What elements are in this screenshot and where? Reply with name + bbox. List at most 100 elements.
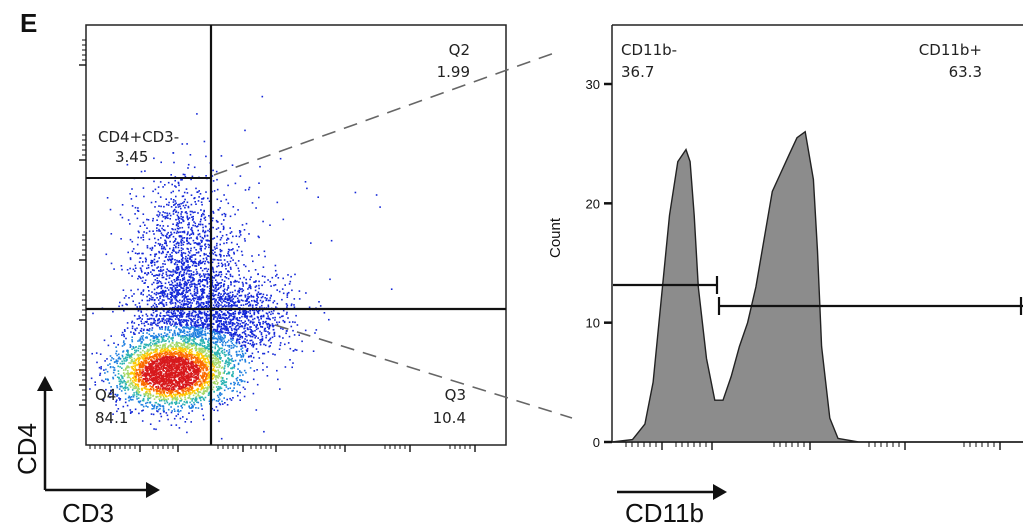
scatter-point [204, 372, 206, 374]
scatter-point [136, 372, 138, 374]
scatter-point [141, 361, 143, 364]
scatter-point [156, 340, 159, 343]
scatter-point [199, 261, 201, 263]
scatter-point [192, 366, 194, 369]
scatter-point [162, 395, 165, 397]
scatter-point [164, 319, 166, 321]
scatter-point [181, 344, 184, 347]
scatter-point [122, 358, 125, 360]
scatter-point [223, 283, 225, 285]
scatter-point [203, 305, 206, 308]
scatter-point [202, 345, 204, 348]
scatter-point [193, 336, 195, 338]
scatter-point [192, 332, 194, 334]
scatter-point [132, 365, 135, 368]
scatter-point [204, 349, 207, 352]
scatter-point [172, 362, 174, 364]
scatter-point [202, 324, 205, 327]
scatter-point [161, 339, 164, 341]
scatter-point [221, 305, 224, 308]
scatter-point [197, 370, 200, 372]
scatter-point [197, 282, 200, 285]
scatter-point [199, 328, 201, 331]
scatter-point [194, 400, 197, 402]
scatter-point [225, 361, 228, 363]
scatter-point [184, 349, 187, 351]
scatter-point [131, 320, 134, 323]
scatter-point [151, 298, 154, 301]
scatter-point [205, 372, 207, 375]
scatter-point [133, 357, 136, 360]
scatter-point [206, 356, 209, 359]
scatter-point [143, 345, 145, 348]
scatter-point [194, 384, 197, 387]
scatter-point [200, 349, 203, 351]
scatter-point [188, 267, 190, 269]
scatter-point [204, 230, 207, 233]
scatter-point [121, 268, 123, 271]
scatter-point [190, 327, 192, 329]
scatter-point [178, 282, 181, 284]
scatter-point [143, 358, 145, 360]
scatter-point [201, 351, 204, 354]
scatter-point [144, 377, 147, 380]
scatter-point [178, 328, 180, 330]
scatter-point [244, 316, 247, 318]
scatter-point [238, 384, 241, 386]
scatter-point [118, 376, 120, 379]
scatter-point [157, 324, 159, 327]
scatter-point [208, 380, 210, 383]
scatter-point [164, 184, 166, 186]
scatter-point [146, 361, 148, 363]
scatter-point [178, 427, 181, 429]
scatter-point [207, 360, 210, 363]
scatter-point [164, 354, 167, 357]
scatter-point [133, 333, 135, 335]
scatter-point [212, 386, 215, 388]
scatter-point [161, 388, 164, 390]
scatter-point [134, 349, 136, 352]
scatter-point [167, 378, 169, 381]
scatter-point [170, 406, 172, 408]
scatter-point [126, 386, 129, 389]
scatter-point [182, 220, 185, 222]
scatter-point [173, 250, 175, 252]
scatter-point [134, 383, 137, 385]
scatter-point [167, 374, 170, 376]
scatter-point [191, 283, 194, 285]
scatter-point [219, 392, 222, 394]
scatter-point [175, 327, 177, 329]
scatter-point [186, 357, 188, 360]
scatter-point [132, 268, 135, 271]
scatter-point [195, 399, 198, 401]
scatter-point [171, 353, 173, 355]
scatter-point [232, 372, 234, 375]
scatter-point [221, 338, 223, 341]
scatter-point [168, 336, 170, 339]
scatter-point [159, 281, 162, 283]
scatter-point [205, 338, 207, 340]
scatter-point [244, 361, 247, 363]
scatter-point [217, 382, 219, 384]
scatter-point [182, 278, 185, 281]
scatter-point [174, 394, 176, 396]
scatter-point [183, 374, 185, 377]
scatter-point [133, 347, 135, 350]
scatter-point [117, 343, 119, 346]
scatter-point [200, 209, 202, 211]
scatter-point [215, 298, 217, 301]
scatter-point [158, 318, 160, 320]
scatter-point [137, 374, 140, 376]
scatter-point [215, 352, 218, 354]
scatter-point [237, 299, 240, 301]
scatter-point [139, 317, 141, 319]
scatter-point [161, 234, 163, 236]
scatter-point [153, 317, 155, 320]
scatter-point [183, 300, 186, 302]
scatter-point [146, 227, 148, 229]
scatter-point [200, 384, 202, 386]
scatter-point [204, 396, 207, 399]
scatter-point [218, 388, 220, 391]
scatter-point [257, 337, 259, 339]
scatter-point [165, 398, 168, 401]
